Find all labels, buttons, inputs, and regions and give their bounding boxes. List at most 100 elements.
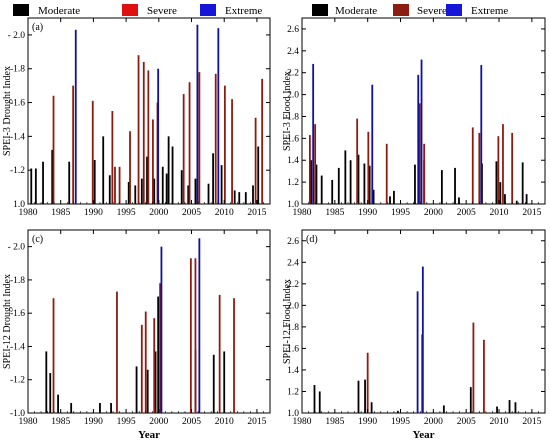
x-tick-label: 1985 [325, 417, 344, 427]
bar-moderate [180, 170, 183, 204]
bar-moderate [165, 173, 168, 204]
bar-moderate [414, 164, 416, 204]
bar-severe [144, 311, 147, 413]
bar-extreme [416, 291, 419, 413]
bar-moderate [157, 296, 160, 413]
legend-swatch-extreme [200, 4, 216, 16]
bar-moderate [318, 391, 321, 413]
bar-severe [497, 136, 500, 204]
x-tick-label: 1990 [358, 417, 377, 427]
bar-moderate [440, 170, 443, 204]
plot-frame [27, 229, 271, 414]
chart-panel-3: 1980 1985 1990 1995 2000 2005 2010 2015 -1.0 -1.2… [2, 229, 271, 441]
bar-extreme [217, 28, 220, 205]
bar-moderate [495, 161, 498, 204]
bar-moderate [514, 402, 517, 413]
bar-moderate [187, 185, 190, 204]
y-axis-label: SPEI-12 Flood Index [282, 279, 293, 364]
y-axis-label: SPEI-3 Drought Index [2, 66, 13, 156]
y-tick-label: 1.0 [13, 200, 25, 210]
bar-severe [471, 127, 474, 204]
bar-severe [188, 82, 191, 204]
y-tick-label: - 2.0 [8, 243, 26, 253]
x-tick-label: 2000 [424, 208, 443, 218]
chart-panel-2: 1980 1985 1990 1995 2000 2005 2010 2015 1.0 1.2 1.… [282, 17, 546, 218]
bar-severe [152, 119, 154, 204]
bar-extreme [480, 65, 483, 204]
bar-moderate [389, 196, 391, 204]
bar-moderate [368, 165, 371, 204]
bar-moderate [244, 192, 247, 204]
x-tick-label: 2005 [182, 208, 201, 218]
y-tick-label: 1.0 [287, 200, 299, 210]
bar-severe [423, 143, 426, 204]
bar-moderate [42, 161, 44, 204]
legend-swatch-severe [393, 4, 409, 16]
x-tick-label: 1985 [325, 208, 344, 218]
bar-extreme [74, 29, 77, 205]
bar-moderate [140, 178, 143, 204]
y-axis-label: SPEI-3 Flood Index [282, 71, 293, 151]
bar-moderate [357, 380, 360, 413]
bar-moderate [212, 153, 214, 204]
y-tick-label: 1.4 [287, 366, 299, 376]
y-tick-label: 1.4 [287, 156, 299, 166]
bar-moderate [320, 175, 323, 204]
bar-moderate [515, 200, 518, 204]
bar-severe [356, 118, 359, 204]
x-tick-label: 2005 [457, 417, 476, 427]
bar-moderate [34, 168, 37, 204]
bar-severe [194, 258, 197, 413]
y-tick-label: 1.2 [287, 387, 299, 397]
bar-severe [223, 85, 226, 204]
bar-moderate [171, 146, 174, 204]
x-axis-label: Year [138, 429, 160, 441]
bar-moderate [508, 400, 511, 413]
bar-extreme [312, 63, 315, 205]
x-tick-label: 1990 [84, 208, 103, 218]
bar-moderate [499, 182, 502, 204]
bar-moderate [454, 167, 456, 204]
y-tick-label: -1.2 [10, 376, 25, 386]
y-tick-label: 1.2 [287, 178, 299, 188]
bar-moderate [102, 136, 105, 204]
bar-moderate [194, 178, 197, 204]
bar-moderate [57, 394, 59, 413]
x-tick-label: 1990 [84, 417, 103, 427]
x-tick-label: 2010 [215, 208, 234, 218]
legend-label-moderate: Moderate [38, 5, 80, 17]
y-tick-label: 2.2 [287, 280, 299, 290]
x-tick-label: 2015 [247, 208, 266, 218]
y-tick-label: 1.6 [287, 134, 299, 144]
legend-swatch-extreme [446, 4, 462, 16]
bar-severe [147, 70, 150, 204]
bar-severe [153, 318, 156, 413]
panel-label: (a) [32, 22, 43, 33]
x-tick-label: 2005 [182, 417, 201, 427]
y-tick-label: -1.2 [10, 166, 25, 176]
bar-moderate [257, 146, 260, 204]
y-tick-label: 2.0 [287, 91, 299, 101]
bar-extreme [196, 24, 199, 205]
x-tick-label: 2010 [490, 208, 509, 218]
legend-left: Moderate Severe Extreme [13, 4, 262, 17]
bar-extreme [421, 266, 424, 413]
x-tick-label: 1980 [293, 417, 312, 427]
y-tick-label: 2.6 [287, 237, 299, 247]
bar-moderate [45, 351, 48, 413]
y-tick-label: 1.8 [287, 112, 299, 122]
bar-extreme [157, 68, 160, 204]
legend-right: Moderate Severe Extreme [312, 4, 508, 17]
bar-moderate [252, 185, 254, 204]
bar-moderate [134, 185, 137, 204]
bar-moderate [233, 190, 236, 204]
x-axis-label: Year [413, 429, 435, 441]
bar-moderate [337, 167, 340, 204]
bar-severe [182, 94, 185, 204]
y-tick-label: -1.6 [10, 309, 25, 319]
bar-moderate [331, 179, 334, 204]
bar-extreme [371, 84, 374, 204]
chart-panel-1: 1980 1985 1990 1995 2000 2005 2010 2015 1.0 -1.2 -… [2, 17, 271, 218]
x-tick-label: 2015 [522, 417, 541, 427]
